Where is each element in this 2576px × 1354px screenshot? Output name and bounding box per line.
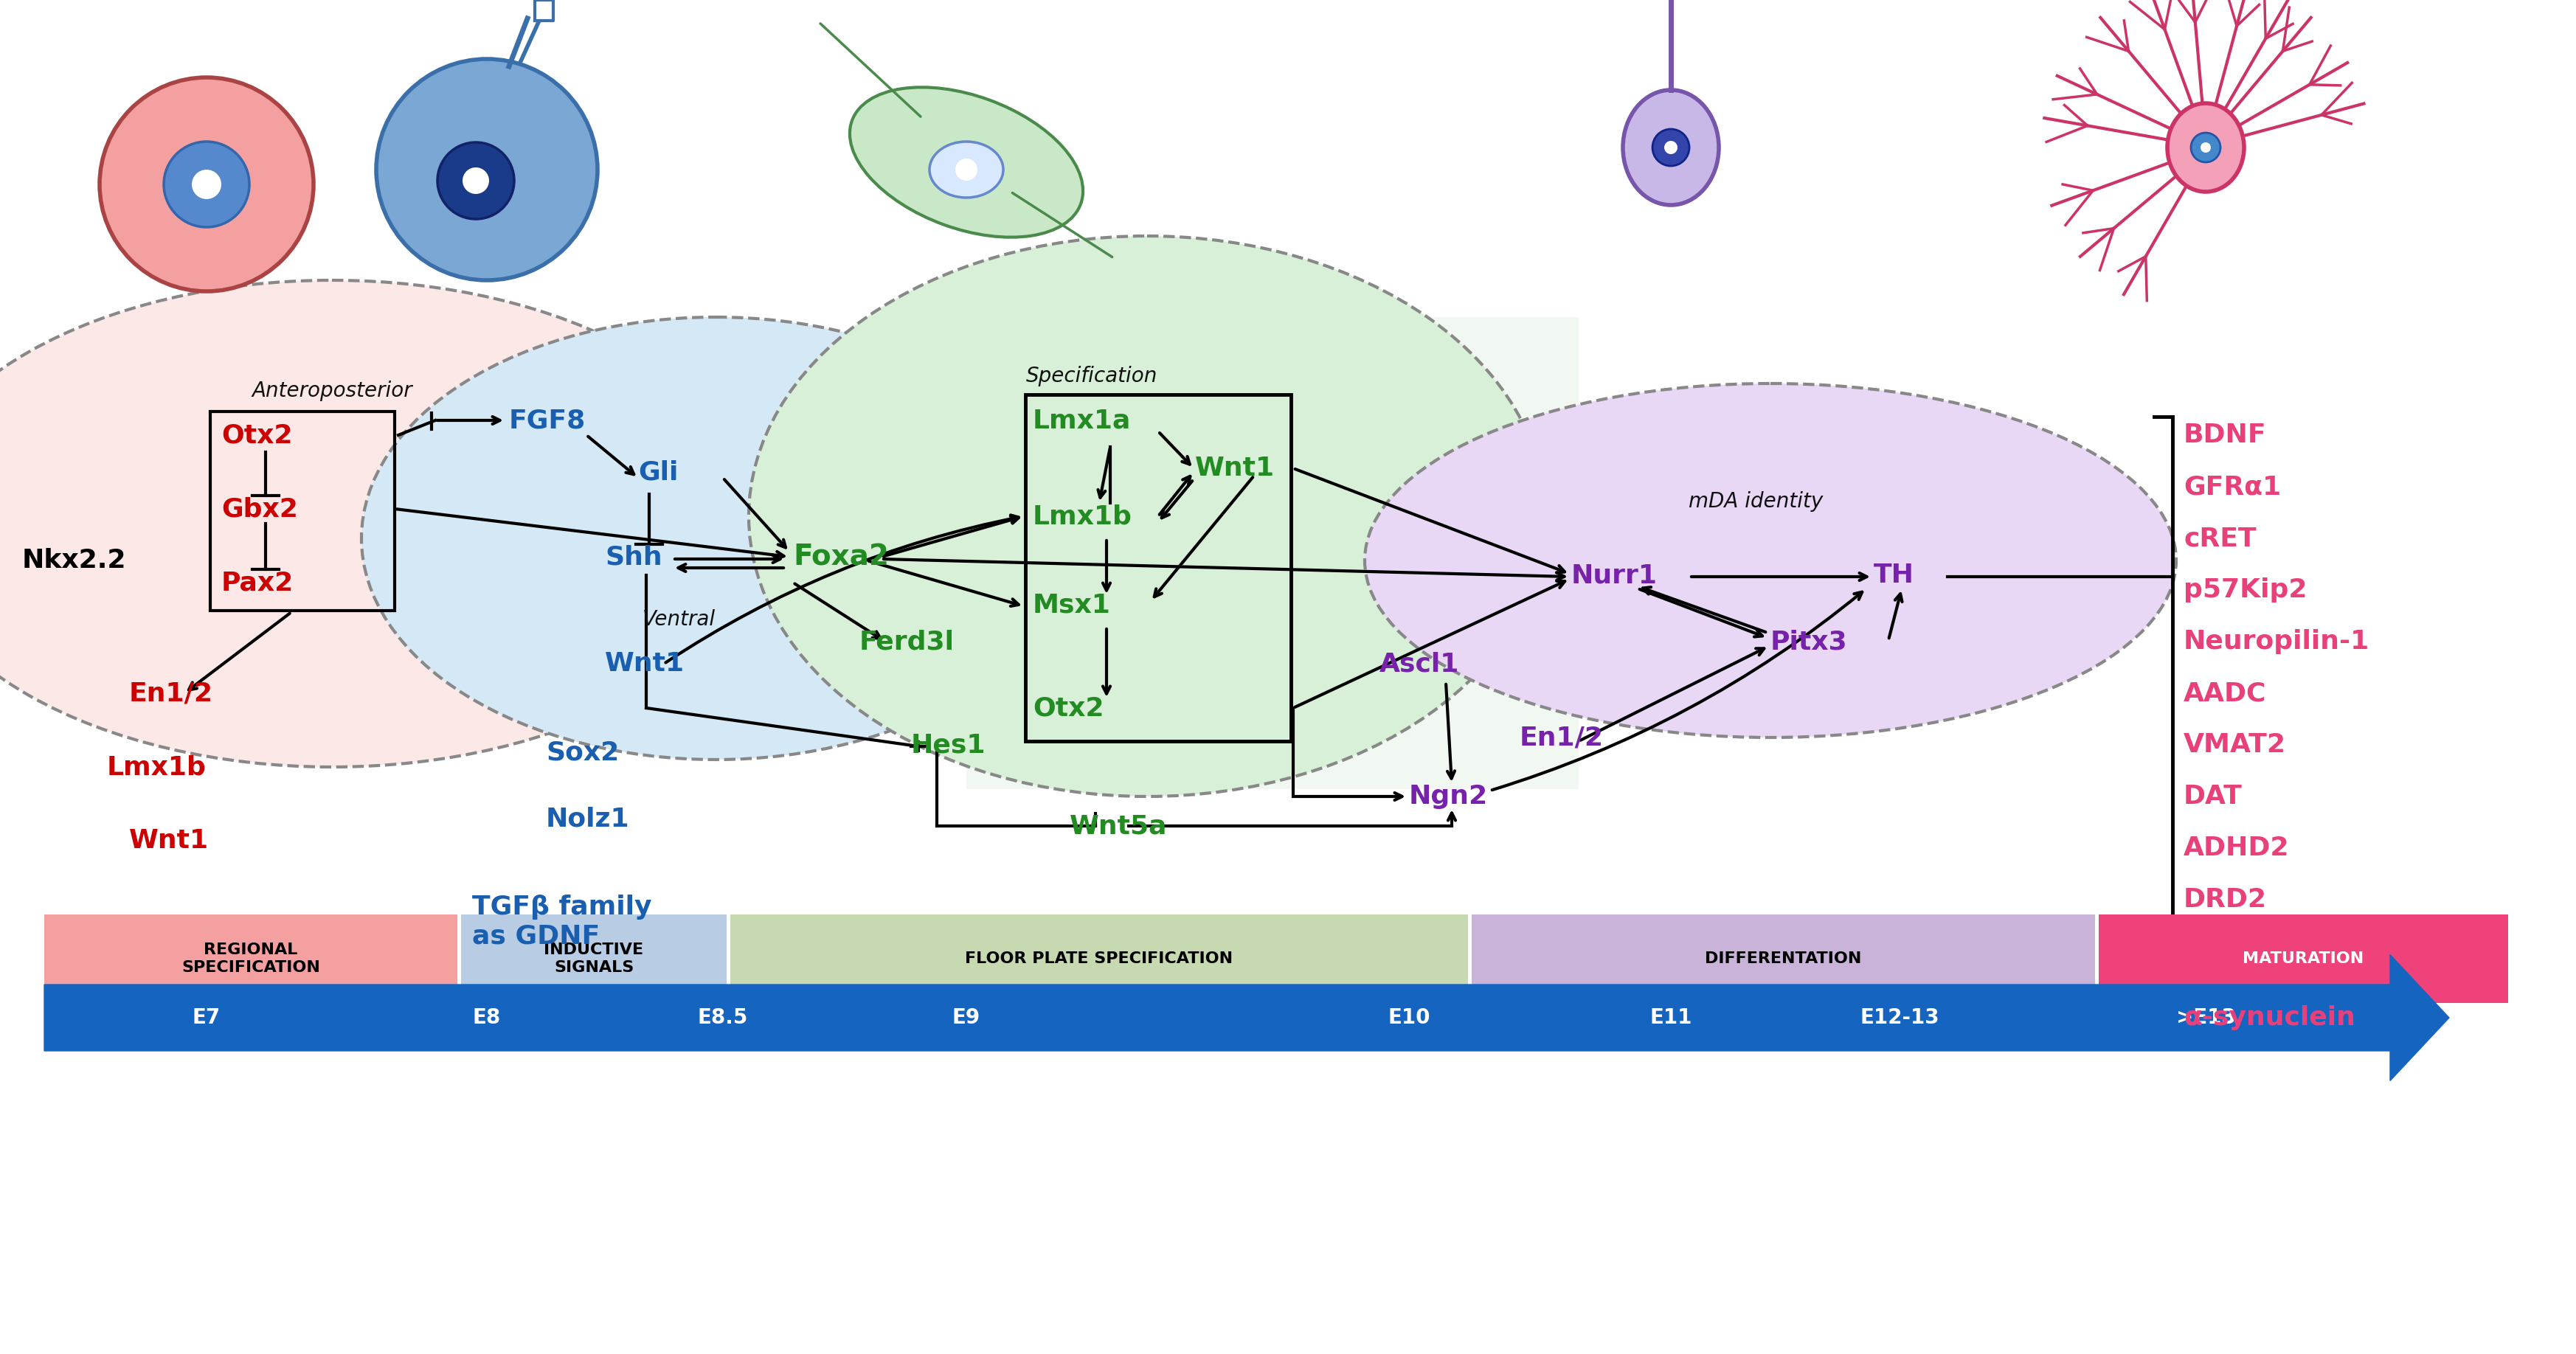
Ellipse shape bbox=[1365, 383, 2177, 738]
Text: FLOOR PLATE SPECIFICATION: FLOOR PLATE SPECIFICATION bbox=[966, 952, 1234, 967]
Text: Ventral: Ventral bbox=[641, 609, 716, 630]
Ellipse shape bbox=[1623, 89, 1718, 204]
Text: TH: TH bbox=[1873, 563, 1914, 588]
Text: Pitx3: Pitx3 bbox=[1770, 630, 1847, 654]
Ellipse shape bbox=[438, 142, 515, 219]
Circle shape bbox=[956, 158, 976, 180]
Text: Wnt1: Wnt1 bbox=[1195, 456, 1275, 481]
Circle shape bbox=[464, 168, 489, 194]
Text: Nurr1: Nurr1 bbox=[1571, 563, 1656, 588]
Ellipse shape bbox=[361, 317, 1069, 760]
Ellipse shape bbox=[2166, 103, 2244, 192]
Text: Neuropilin-1: Neuropilin-1 bbox=[2184, 630, 2370, 654]
Text: Ascl1: Ascl1 bbox=[1381, 651, 1461, 676]
Text: Sox2: Sox2 bbox=[546, 739, 618, 765]
Text: Otx2: Otx2 bbox=[1033, 696, 1105, 720]
Text: En1/2: En1/2 bbox=[1520, 724, 1605, 750]
Circle shape bbox=[2192, 133, 2221, 162]
FancyBboxPatch shape bbox=[2099, 914, 2509, 1003]
Circle shape bbox=[1664, 141, 1677, 154]
Text: DIFFERENTATION: DIFFERENTATION bbox=[1705, 952, 1862, 967]
Text: ADHD2: ADHD2 bbox=[2184, 835, 2290, 861]
Text: Nolz1: Nolz1 bbox=[546, 806, 629, 831]
FancyBboxPatch shape bbox=[966, 317, 1579, 789]
Text: FGF8: FGF8 bbox=[510, 408, 585, 433]
Text: Otx2: Otx2 bbox=[222, 422, 294, 448]
Text: >E13: >E13 bbox=[2177, 1007, 2236, 1028]
Circle shape bbox=[2200, 142, 2210, 153]
FancyBboxPatch shape bbox=[732, 914, 1468, 1003]
Text: Wnt5a: Wnt5a bbox=[1069, 814, 1167, 838]
Text: Wnt1: Wnt1 bbox=[129, 829, 209, 853]
Text: E8: E8 bbox=[474, 1007, 500, 1028]
FancyBboxPatch shape bbox=[44, 914, 459, 1003]
Text: E10: E10 bbox=[1388, 1007, 1430, 1028]
Text: AADC: AADC bbox=[2184, 681, 2267, 705]
Ellipse shape bbox=[0, 280, 760, 766]
Ellipse shape bbox=[100, 77, 314, 291]
Text: GFRα1: GFRα1 bbox=[2184, 474, 2282, 500]
Text: Gbx2: Gbx2 bbox=[222, 497, 299, 521]
Text: BDNF: BDNF bbox=[2184, 422, 2267, 448]
Circle shape bbox=[1651, 129, 1690, 167]
Ellipse shape bbox=[165, 142, 250, 227]
Text: INDUCTIVE
SIGNALS: INDUCTIVE SIGNALS bbox=[544, 942, 644, 975]
Text: E12-13: E12-13 bbox=[1860, 1007, 1940, 1028]
Ellipse shape bbox=[930, 142, 1002, 198]
Ellipse shape bbox=[850, 87, 1082, 237]
Text: Lmx1b: Lmx1b bbox=[108, 754, 206, 780]
Text: VMAT2: VMAT2 bbox=[2184, 733, 2285, 757]
FancyBboxPatch shape bbox=[461, 914, 726, 1003]
Text: E11: E11 bbox=[1649, 1007, 1692, 1028]
Text: MATURATION: MATURATION bbox=[2244, 952, 2365, 967]
Text: REGIONAL
SPECIFICATION: REGIONAL SPECIFICATION bbox=[180, 942, 319, 975]
Text: Shh: Shh bbox=[605, 544, 662, 569]
Text: E7: E7 bbox=[193, 1007, 222, 1028]
Text: DAT: DAT bbox=[2184, 784, 2244, 808]
Text: Hes1: Hes1 bbox=[912, 733, 987, 757]
Text: Anteroposterior: Anteroposterior bbox=[252, 380, 412, 401]
Text: DRD2: DRD2 bbox=[2184, 887, 2267, 913]
Text: Pax2: Pax2 bbox=[222, 570, 294, 596]
Ellipse shape bbox=[376, 60, 598, 280]
Text: E9: E9 bbox=[953, 1007, 981, 1028]
FancyArrow shape bbox=[44, 955, 2450, 1080]
Text: Ngn2: Ngn2 bbox=[1409, 784, 1489, 808]
Text: Nkx2.2: Nkx2.2 bbox=[23, 548, 126, 573]
Text: mDA identity: mDA identity bbox=[1687, 492, 1824, 512]
Text: Foxa2: Foxa2 bbox=[793, 543, 889, 571]
Ellipse shape bbox=[750, 236, 1546, 796]
Text: α-synuclein: α-synuclein bbox=[2184, 1005, 2354, 1030]
Text: Wnt1: Wnt1 bbox=[605, 651, 685, 676]
FancyBboxPatch shape bbox=[1471, 914, 2094, 1003]
Text: TGFβ family
as GDNF: TGFβ family as GDNF bbox=[471, 895, 652, 949]
Text: p57Kip2: p57Kip2 bbox=[2184, 577, 2308, 603]
Circle shape bbox=[191, 169, 222, 199]
Text: E8.5: E8.5 bbox=[698, 1007, 747, 1028]
Text: Specification: Specification bbox=[1025, 366, 1157, 386]
Text: Lmx1b: Lmx1b bbox=[1033, 504, 1133, 529]
Text: Ferd3l: Ferd3l bbox=[860, 630, 956, 654]
Text: Msx1: Msx1 bbox=[1033, 592, 1110, 617]
Text: cRET: cRET bbox=[2184, 525, 2257, 551]
Text: Lmx1a: Lmx1a bbox=[1033, 408, 1131, 433]
Text: Gli: Gli bbox=[639, 459, 677, 485]
Text: En1/2: En1/2 bbox=[129, 681, 214, 705]
